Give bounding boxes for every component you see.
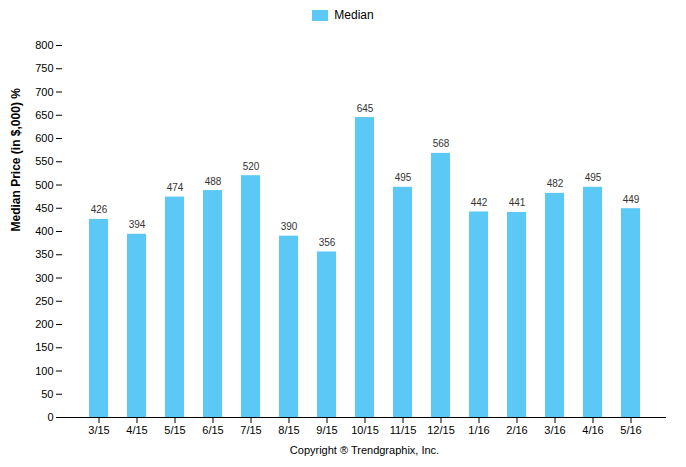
svg-text:495: 495 [395, 172, 412, 183]
svg-text:442: 442 [471, 197, 488, 208]
svg-text:500: 500 [35, 179, 53, 191]
svg-text:441: 441 [509, 197, 526, 208]
svg-text:9/15: 9/15 [316, 424, 337, 436]
svg-text:150: 150 [35, 341, 53, 353]
svg-text:350: 350 [35, 248, 53, 260]
svg-text:568: 568 [433, 138, 450, 149]
svg-text:11/15: 11/15 [390, 424, 417, 436]
svg-text:0: 0 [47, 411, 53, 423]
svg-text:550: 550 [35, 155, 53, 167]
svg-text:6/15: 6/15 [202, 424, 223, 436]
svg-text:394: 394 [129, 219, 146, 230]
svg-text:474: 474 [167, 182, 184, 193]
svg-text:450: 450 [35, 202, 53, 214]
svg-text:426: 426 [91, 204, 108, 215]
svg-text:Copyright ® Trendgraphix, Inc.: Copyright ® Trendgraphix, Inc. [290, 444, 439, 456]
svg-text:7/15: 7/15 [240, 424, 261, 436]
svg-text:10/15: 10/15 [351, 424, 379, 436]
svg-text:495: 495 [585, 172, 602, 183]
svg-text:2/16: 2/16 [506, 424, 527, 436]
svg-text:800: 800 [35, 39, 53, 51]
html-text:Median: Median [334, 8, 374, 22]
svg-text:12/15: 12/15 [427, 424, 455, 436]
svg-text:8/15: 8/15 [278, 424, 299, 436]
svg-text:700: 700 [35, 86, 53, 98]
svg-text:488: 488 [205, 176, 222, 187]
svg-text:200: 200 [35, 318, 53, 330]
svg-text:4/15: 4/15 [126, 424, 147, 436]
svg-text:100: 100 [35, 365, 53, 377]
svg-text:5/16: 5/16 [620, 424, 641, 436]
svg-text:600: 600 [35, 132, 53, 144]
svg-text:3/15: 3/15 [88, 424, 109, 436]
svg-text:390: 390 [281, 221, 298, 232]
svg-text:1/16: 1/16 [468, 424, 489, 436]
svg-text:750: 750 [35, 62, 53, 74]
svg-text:4/16: 4/16 [582, 424, 603, 436]
svg-text:300: 300 [35, 272, 53, 284]
svg-text:250: 250 [35, 295, 53, 307]
svg-text:50: 50 [41, 388, 53, 400]
svg-text:356: 356 [319, 237, 336, 248]
svg-text:5/15: 5/15 [164, 424, 185, 436]
svg-text:645: 645 [357, 103, 374, 114]
svg-text:482: 482 [547, 178, 564, 189]
svg-text:449: 449 [623, 194, 640, 205]
svg-text:Median Price (in $,000) %: Median Price (in $,000) % [9, 88, 23, 232]
svg-text:520: 520 [243, 161, 260, 172]
svg-text:400: 400 [35, 225, 53, 237]
svg-text:650: 650 [35, 109, 53, 121]
svg-text:3/16: 3/16 [544, 424, 565, 436]
